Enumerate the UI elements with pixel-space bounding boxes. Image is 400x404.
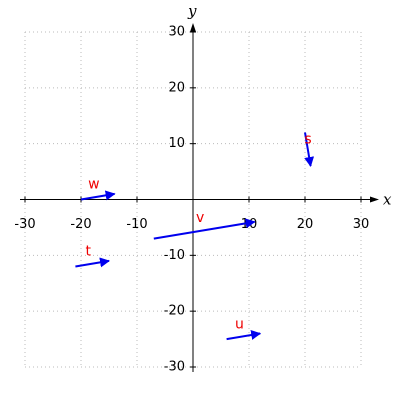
y-tick-label: -20 xyxy=(164,304,185,319)
x-axis-arrow xyxy=(370,196,379,203)
y-tick-label: -10 xyxy=(164,248,185,263)
y-axis-arrow xyxy=(190,23,196,32)
vector xyxy=(75,257,110,268)
y-axis-label: y xyxy=(187,2,197,20)
x-tick-label: 20 xyxy=(297,217,314,232)
x-tick-label: -10 xyxy=(126,217,147,232)
y-tick-label: 10 xyxy=(168,136,185,151)
y-tick-label: 30 xyxy=(168,25,185,40)
vector-label: t xyxy=(85,244,91,260)
y-tick-label: 20 xyxy=(168,80,185,95)
vector-label: w xyxy=(88,177,99,193)
y-tick-label: -30 xyxy=(164,360,185,375)
vector xyxy=(226,330,262,341)
x-tick-label: -20 xyxy=(70,217,91,232)
vector xyxy=(304,132,315,167)
vector-label: s xyxy=(304,132,311,148)
x-tick-label: 30 xyxy=(353,217,370,232)
vector-label: v xyxy=(196,210,204,226)
vector-label: u xyxy=(235,316,244,332)
vector xyxy=(153,218,256,240)
x-axis-label: x xyxy=(383,191,392,209)
vector xyxy=(80,190,116,201)
x-tick-label: -30 xyxy=(14,217,35,232)
